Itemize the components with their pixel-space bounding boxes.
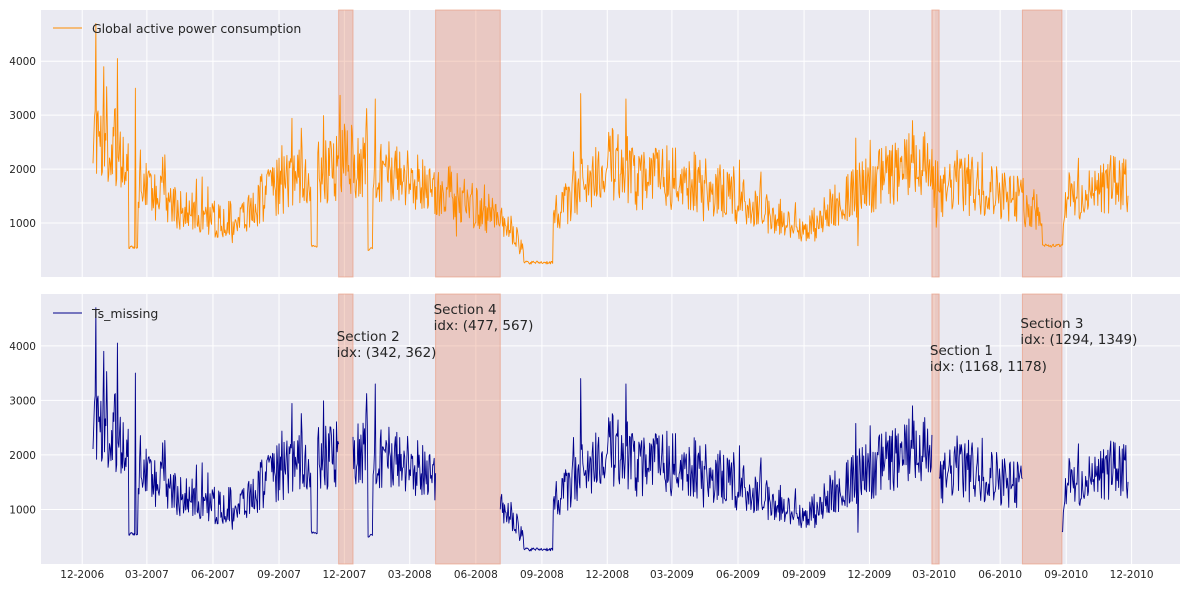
- x-tick-label: 09-2008: [520, 569, 564, 581]
- highlight-section: [435, 293, 501, 565]
- y-tick-label: 2000: [9, 164, 36, 176]
- section-annotation-idx: idx: (1168, 1178): [930, 359, 1047, 375]
- section-annotation-label: Section 1: [930, 343, 993, 359]
- bottom-y-tick-labels: 1000 2000 3000 4000: [9, 341, 36, 517]
- y-tick-label: 2000: [9, 450, 36, 462]
- top-legend-label: Global active power consumption: [92, 21, 301, 36]
- x-tick-label: 12-2009: [847, 569, 891, 581]
- section-annotation-idx: idx: (1294, 1349): [1020, 332, 1137, 348]
- x-tick-label: 03-2009: [650, 569, 694, 581]
- x-tick-label: 12-2010: [1110, 569, 1154, 581]
- x-tick-labels: 12-2006 03-2007 06-2007 09-2007 12-2007 03-20…: [60, 569, 1153, 581]
- x-tick-label: 06-2008: [454, 569, 498, 581]
- bottom-highlight-sections: [338, 293, 1063, 565]
- top-panel: 1000 2000 3000 4000 Global active power con…: [9, 9, 1180, 278]
- y-tick-label: 4000: [9, 56, 36, 68]
- section-annotation-idx: idx: (477, 567): [434, 318, 534, 334]
- bottom-legend: Ts_missing: [53, 306, 158, 321]
- bottom-gridlines: [41, 294, 1180, 564]
- section-annotation-label: Section 3: [1020, 316, 1083, 332]
- y-tick-label: 4000: [9, 341, 36, 353]
- x-tick-label: 12-2008: [585, 569, 629, 581]
- x-tick-label: 12-2006: [60, 569, 104, 581]
- x-tick-label: 03-2008: [388, 569, 432, 581]
- highlight-section: [931, 9, 940, 278]
- ts-missing-line: [92, 307, 1129, 552]
- x-tick-label: 09-2010: [1044, 569, 1088, 581]
- x-tick-label: 09-2007: [257, 569, 301, 581]
- x-tick-label: 09-2009: [782, 569, 826, 581]
- bottom-legend-label: Ts_missing: [91, 306, 158, 321]
- highlight-section: [931, 293, 940, 565]
- top-legend: Global active power consumption: [53, 21, 301, 36]
- y-tick-label: 1000: [9, 504, 36, 516]
- top-y-tick-labels: 1000 2000 3000 4000: [9, 56, 36, 230]
- x-tick-label: 06-2007: [191, 569, 235, 581]
- section-annotation-label: Section 2: [337, 329, 400, 345]
- y-tick-label: 3000: [9, 395, 36, 407]
- y-tick-label: 3000: [9, 110, 36, 122]
- section-annotation-idx: idx: (342, 362): [337, 345, 437, 361]
- x-tick-label: 03-2010: [912, 569, 956, 581]
- y-tick-label: 1000: [9, 218, 36, 230]
- highlight-section: [338, 293, 354, 565]
- section-annotation-label: Section 4: [434, 302, 497, 318]
- highlight-section: [435, 9, 501, 278]
- top-gridlines: [41, 10, 1180, 277]
- x-tick-label: 06-2009: [716, 569, 760, 581]
- highlight-section: [1021, 293, 1063, 565]
- x-tick-label: 12-2007: [322, 569, 366, 581]
- x-tick-label: 03-2007: [125, 569, 169, 581]
- x-tick-label: 06-2010: [978, 569, 1022, 581]
- global-active-power-line: [92, 23, 1129, 265]
